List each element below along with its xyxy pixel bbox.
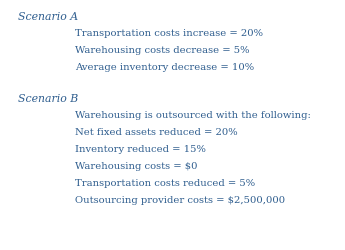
Text: Warehousing costs = $0: Warehousing costs = $0 [75, 161, 197, 170]
Text: Transportation costs reduced = 5%: Transportation costs reduced = 5% [75, 178, 255, 187]
Text: Warehousing is outsourced with the following:: Warehousing is outsourced with the follo… [75, 110, 311, 120]
Text: Outsourcing provider costs = $2,500,000: Outsourcing provider costs = $2,500,000 [75, 195, 285, 204]
Text: Transportation costs increase = 20%: Transportation costs increase = 20% [75, 29, 263, 38]
Text: Inventory reduced = 15%: Inventory reduced = 15% [75, 144, 206, 154]
Text: Scenario A: Scenario A [18, 12, 78, 22]
Text: Net fixed assets reduced = 20%: Net fixed assets reduced = 20% [75, 128, 238, 136]
Text: Warehousing costs decrease = 5%: Warehousing costs decrease = 5% [75, 46, 249, 55]
Text: Average inventory decrease = 10%: Average inventory decrease = 10% [75, 63, 254, 72]
Text: Scenario B: Scenario B [18, 94, 78, 104]
